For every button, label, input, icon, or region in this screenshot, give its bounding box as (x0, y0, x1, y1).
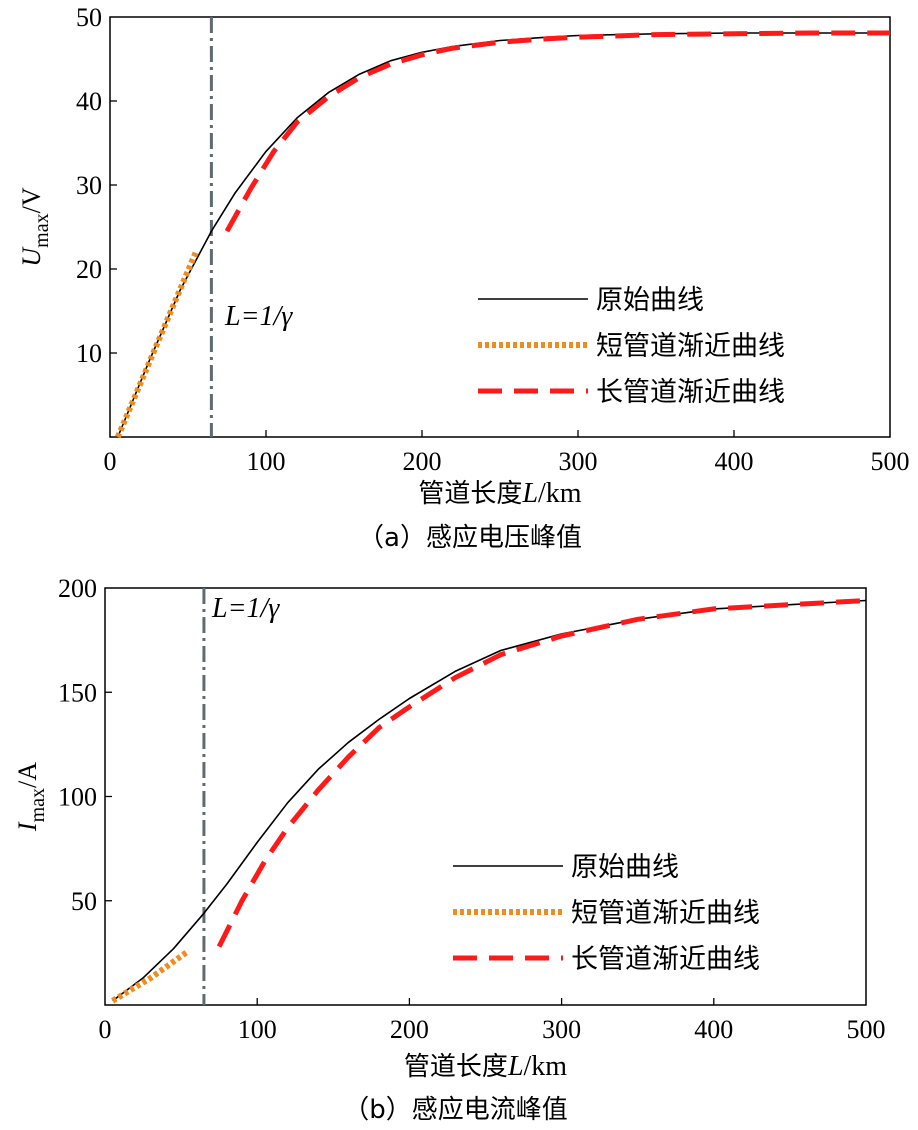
series-line-3 (216, 598, 867, 948)
chart-panel-1: 0 100 200 300 400 500 10 20 30 40 50 L=1/γ 原始曲线短管道渐近… (17, 3, 910, 553)
figure-caption: （b）感应电流峰值 (343, 1095, 568, 1125)
y-tick-label: 150 (58, 678, 97, 707)
x-tick-label: 200 (403, 447, 442, 476)
plot-frame (109, 16, 891, 438)
x-tick-label: 0 (99, 1015, 112, 1044)
y-axis-label: Umax/V (17, 187, 53, 266)
figure-caption: （a）感应电压峰值 (358, 523, 582, 553)
series-line-2 (115, 251, 199, 439)
series-line-1 (112, 599, 867, 1002)
x-tick-label: 500 (847, 1015, 886, 1044)
x-tick-label: 200 (390, 1015, 429, 1044)
chart-panel-2: 0 100 200 300 400 500 50 100 150 200 L=1/γ 原始曲线短管道渐… (13, 574, 886, 1125)
x-axis-label: 管道长度L/km (404, 1051, 567, 1082)
x-tick-label: 500 (871, 447, 910, 476)
x-tick-label: 300 (542, 1015, 581, 1044)
legend-label-1: 原始曲线 (571, 852, 679, 883)
x-tick-label: 100 (247, 447, 286, 476)
legend-label-3: 长管道渐近曲线 (596, 377, 785, 408)
y-tick-label: 10 (76, 339, 102, 368)
legend-label-2: 短管道渐近曲线 (596, 331, 785, 362)
y-tick-label: 100 (58, 783, 97, 812)
legend-label-2: 短管道渐近曲线 (571, 898, 760, 929)
legend-label-1: 原始曲线 (596, 285, 704, 316)
y-tick-label: 20 (76, 255, 102, 284)
y-axis-label: Imax/A (13, 762, 49, 832)
x-tick-label: 100 (238, 1015, 277, 1044)
series-line-2 (111, 948, 191, 1004)
x-tick-label: 400 (694, 1015, 733, 1044)
y-tick-label: 50 (71, 887, 97, 916)
annotation-label: L=1/γ (211, 593, 280, 624)
legend-label-3: 长管道渐近曲线 (571, 944, 760, 975)
y-tick-label: 200 (58, 574, 97, 603)
x-axis-label: 管道长度L/km (418, 478, 581, 509)
y-tick-label: 40 (76, 87, 102, 116)
x-tick-label: 0 (104, 447, 117, 476)
annotation-label: L=1/γ (224, 301, 293, 332)
x-tick-label: 400 (715, 447, 754, 476)
y-tick-label: 50 (76, 3, 102, 32)
x-tick-label: 300 (559, 447, 598, 476)
series-line-3 (224, 30, 890, 233)
y-tick-label: 30 (76, 171, 102, 200)
